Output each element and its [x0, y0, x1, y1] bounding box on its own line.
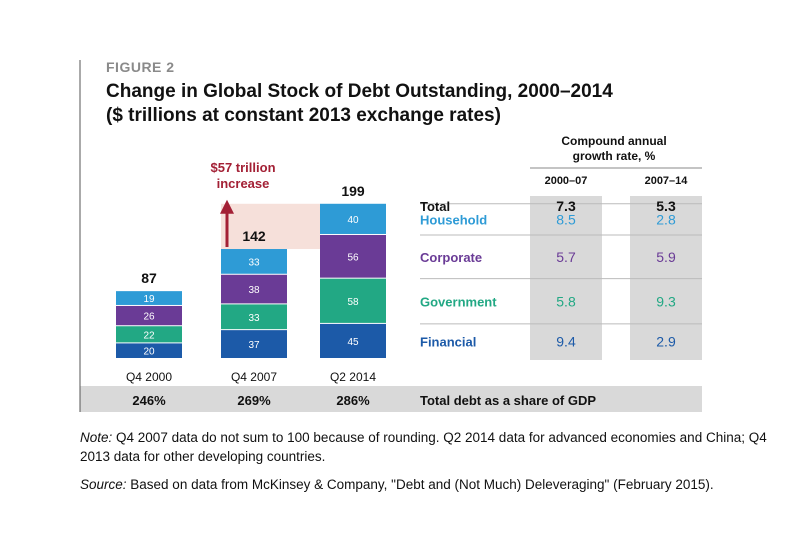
bar-label-1-government: 33 [248, 313, 260, 324]
note-text: Q4 2007 data do not sum to 100 because o… [80, 430, 767, 464]
increase-label-line-1: $57 trillion [210, 160, 275, 175]
row-label-total: Total [420, 199, 450, 214]
total-label-1: 142 [242, 228, 266, 244]
growth-value-government-1: 9.3 [656, 293, 676, 309]
bar-label-0-government: 22 [143, 330, 155, 341]
bar-1-government [221, 304, 287, 330]
bar-label-1-household: 33 [248, 257, 260, 268]
increase-arrow-head [220, 199, 234, 214]
gdp-share-2: 286% [336, 393, 370, 408]
growth-value-household-0: 8.5 [556, 211, 576, 227]
bar-label-0-corporate: 26 [143, 312, 155, 323]
bar-2-financial [320, 323, 386, 358]
bar-label-0-household: 19 [143, 294, 155, 305]
growth-col-bg-1 [630, 196, 702, 360]
growth-header-line-2: growth rate, % [573, 149, 656, 163]
bar-label-1-corporate: 38 [248, 285, 260, 296]
figure-label: FIGURE 2 [106, 59, 175, 75]
row-label-financial: Financial [420, 334, 476, 349]
title-line-2: ($ trillions at constant 2013 exchange r… [106, 105, 501, 126]
row-label-household: Household [420, 212, 487, 227]
gdp-share-band [80, 386, 702, 412]
increase-band [221, 203, 320, 250]
source-text: Based on data from McKinsey & Company, "… [126, 477, 714, 492]
growth-value-financial-1: 2.9 [656, 333, 676, 349]
growth-value-financial-0: 9.4 [556, 333, 576, 349]
bar-0-household [116, 291, 182, 305]
growth-header-line-1: Compound annual [561, 134, 666, 148]
bar-2-corporate [320, 234, 386, 278]
total-label-0: 87 [141, 270, 157, 286]
growth-value-corporate-0: 5.7 [556, 249, 576, 265]
row-label-government: Government [420, 294, 497, 309]
bar-label-1-financial: 37 [248, 340, 260, 351]
title-line-1: Change in Global Stock of Debt Outstandi… [106, 81, 613, 102]
bar-label-2-household: 40 [347, 215, 359, 226]
bar-label-2-government: 58 [347, 297, 359, 308]
gdp-share-label: Total debt as a share of GDP [420, 393, 596, 408]
growth-col-bg-0 [530, 196, 602, 360]
growth-value-total-0: 7.3 [556, 198, 576, 214]
growth-value-household-1: 2.8 [656, 211, 676, 227]
bar-1-financial [221, 330, 287, 358]
bar-0-corporate [116, 305, 182, 326]
source: Source: Based on data from McKinsey & Co… [80, 475, 770, 494]
growth-col-header-0: 2000–07 [545, 175, 588, 187]
gdp-share-0: 246% [132, 393, 166, 408]
bar-2-government [320, 278, 386, 323]
note: Note: Q4 2007 data do not sum to 100 bec… [80, 428, 770, 466]
chart-title: Change in Global Stock of Debt Outstandi… [106, 80, 613, 128]
bar-0-financial [116, 343, 182, 358]
growth-col-header-1: 2007–14 [645, 175, 689, 187]
source-label: Source: [80, 477, 127, 492]
category-label-1: Q4 2007 [231, 370, 277, 384]
total-label-2: 199 [341, 183, 365, 199]
gdp-share-1: 269% [237, 393, 271, 408]
bar-label-2-financial: 45 [347, 337, 359, 348]
bar-2-household [320, 203, 386, 234]
increase-label-line-2: increase [217, 176, 270, 191]
bar-1-household [221, 249, 287, 274]
growth-value-corporate-1: 5.9 [656, 249, 676, 265]
growth-value-total-1: 5.3 [656, 198, 676, 214]
growth-value-government-0: 5.8 [556, 293, 576, 309]
note-label: Note: [80, 430, 113, 445]
category-label-2: Q2 2014 [330, 370, 376, 384]
bar-label-0-financial: 20 [143, 347, 155, 358]
category-label-0: Q4 2000 [126, 370, 172, 384]
bar-1-corporate [221, 274, 287, 304]
row-label-corporate: Corporate [420, 250, 482, 265]
bar-0-government [116, 326, 182, 343]
bar-label-2-corporate: 56 [347, 252, 359, 263]
